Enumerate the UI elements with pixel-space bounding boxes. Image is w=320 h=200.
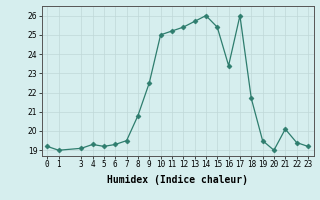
- X-axis label: Humidex (Indice chaleur): Humidex (Indice chaleur): [107, 175, 248, 185]
